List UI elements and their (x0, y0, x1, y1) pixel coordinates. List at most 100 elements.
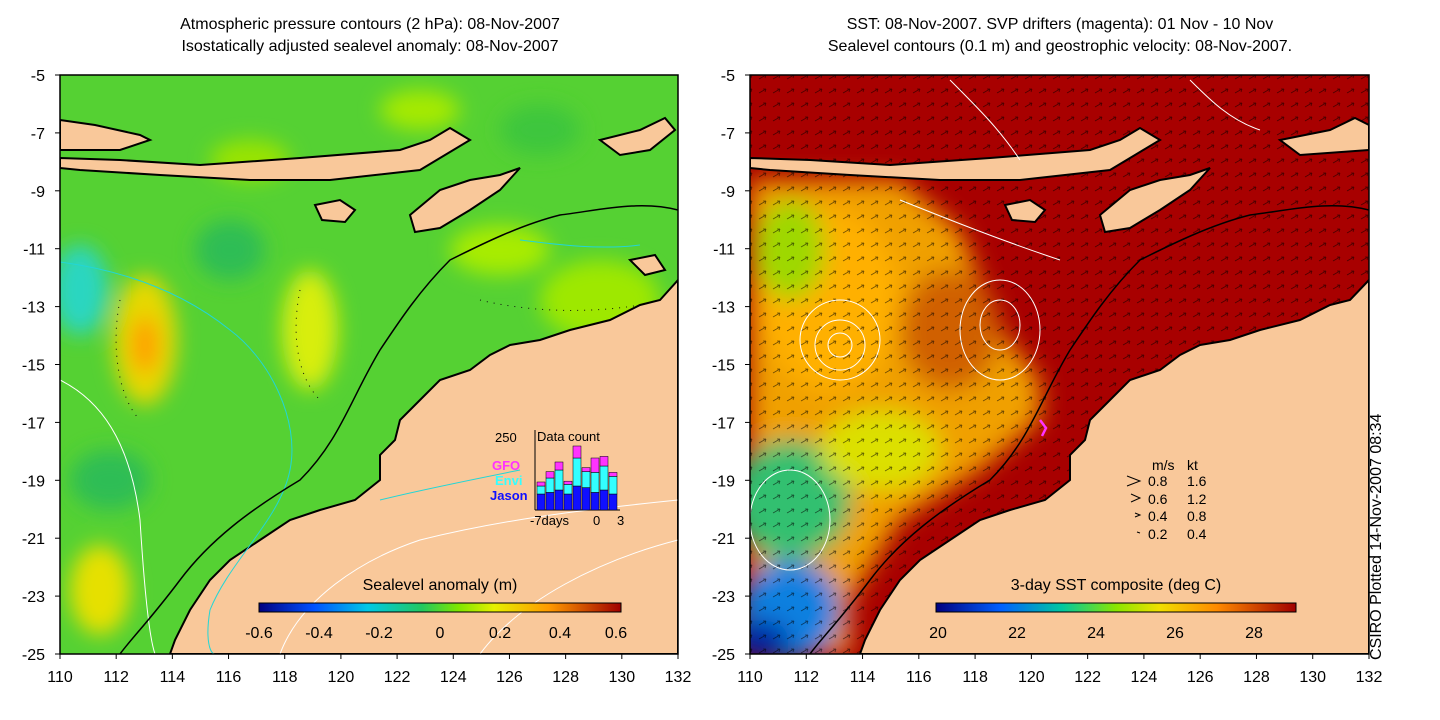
sla-anomaly-blobs (60, 90, 660, 635)
right-title-line1: SST: 08-Nov-2007. SVP drifters (magenta)… (846, 16, 1274, 33)
sla-colorbar (258, 602, 622, 613)
speed-ms: 0.2 (1148, 526, 1168, 542)
sla-colorbar-title: Sealevel anomaly (m) (363, 577, 518, 594)
y-tick-label: -19 (712, 473, 735, 490)
y-tick-label: -11 (23, 242, 45, 259)
speed-legend: m/s kt 0.8 1.6 0.6 1.2 0.4 0.8 0.2 0.4 (1126, 457, 1207, 542)
sst-colorbar-ticks: 20 22 24 26 28 (929, 625, 1263, 642)
sst-colorbar (935, 602, 1297, 613)
inset-bar-envi (545, 477, 555, 493)
x-tick-label: 124 (1131, 669, 1158, 686)
inset-bar-gfo (554, 461, 564, 471)
inset-bar-gfo (536, 481, 546, 487)
sla-zero-contours (60, 239, 641, 654)
inset-bar-envi (563, 484, 573, 495)
sst-map: m/s kt 0.8 1.6 0.6 1.2 0.4 0.8 0.2 0.4 3… (712, 68, 1383, 686)
x-tick-label: 116 (906, 669, 932, 686)
inset-bar-envi (536, 485, 546, 495)
inset-bar-jason (572, 485, 582, 511)
inset-bars (536, 445, 618, 511)
y-tick-label: -15 (22, 358, 45, 375)
y-tick-label: -9 (721, 184, 735, 201)
sst-colorbar-title: 3-day SST composite (deg C) (1011, 577, 1221, 594)
x-tick-label: 128 (1243, 669, 1270, 686)
inset-bar-jason (554, 489, 564, 511)
inset-bar-envi (608, 476, 618, 495)
left-title-line1: Atmospheric pressure contours (2 hPa): 0… (180, 16, 560, 33)
inset-bar-jason (590, 492, 600, 511)
inset-bar-gfo (599, 456, 609, 467)
inset-xlabel-zero: 0 (593, 513, 600, 528)
y-tick-label: -11 (713, 242, 735, 259)
plot-credit: CSIRO Plotted 14-Nov-2007 08:34 (1368, 413, 1385, 660)
sst-tick: 28 (1245, 625, 1263, 642)
inset-xlabel-end: 3 (617, 513, 624, 528)
y-tick-label: -15 (712, 358, 735, 375)
x-tick-label: 124 (440, 669, 467, 686)
sealevel-contours (750, 79, 1261, 571)
x-tick-label: 120 (328, 669, 355, 686)
y-tick-label: -21 (712, 531, 735, 548)
speed-kt: 1.6 (1187, 473, 1207, 489)
inset-bar-envi (590, 472, 600, 493)
speed-kt: 0.4 (1187, 526, 1207, 542)
x-tick-label: 114 (850, 669, 876, 686)
inset-bar-gfo (590, 457, 600, 473)
inset-bar-jason (563, 493, 573, 511)
left-axes: 110 112 114 116 118 120 122 124 126 128 130 132 -5 -7… (22, 68, 692, 686)
inset-bar-gfo (608, 472, 618, 477)
right-axes: 110 112 114 116 118 120 122 124 126 128 130 132 -5 -7… (712, 68, 1383, 686)
speed-legend-header-kt: kt (1187, 457, 1198, 473)
y-tick-label: -7 (31, 126, 45, 143)
inset-bar-gfo (572, 445, 582, 459)
left-map-title: Atmospheric pressure contours (2 hPa): 0… (60, 14, 680, 58)
x-tick-label: 128 (552, 669, 579, 686)
inset-bar-gfo (563, 480, 573, 485)
y-tick-label: -23 (712, 589, 735, 606)
speed-legend-header-ms: m/s (1152, 457, 1175, 473)
x-tick-label: 112 (794, 669, 820, 686)
inset-bar-jason (536, 493, 546, 511)
sealevel-anomaly-map: Sealevel anomaly (m) -0.6 -0.4 -0.2 0 0.… (22, 68, 692, 686)
y-tick-label: -13 (712, 300, 735, 317)
inset-bar-jason (608, 493, 618, 511)
speed-ms: 0.4 (1148, 508, 1168, 524)
y-tick-label: -17 (712, 415, 735, 432)
y-tick-label: -13 (22, 300, 45, 317)
y-tick-label: -25 (22, 647, 45, 664)
speed-ms: 0.8 (1148, 473, 1168, 489)
x-tick-label: 112 (103, 669, 129, 686)
sst-tick: 20 (929, 625, 947, 642)
inset-bar-envi (554, 469, 564, 491)
inset-bar-envi (599, 465, 609, 491)
inset-xlabel-start: -7days (530, 513, 570, 528)
x-tick-label: 126 (1187, 669, 1214, 686)
shelf-edge (119, 205, 678, 654)
x-tick-label: 130 (1299, 669, 1326, 686)
speed-kt: 0.8 (1187, 508, 1207, 524)
inset-title: Data count (537, 429, 600, 444)
y-tick-label: -23 (22, 589, 45, 606)
x-tick-label: 130 (608, 669, 635, 686)
inset-legend-envi: Envi (495, 473, 522, 488)
inset-bar-envi (581, 471, 591, 488)
x-tick-label: 118 (962, 669, 988, 686)
inset-ymax-label: 250 (495, 430, 517, 445)
x-tick-label: 122 (384, 669, 411, 686)
y-tick-label: -17 (22, 415, 45, 432)
inset-bar-jason (545, 492, 555, 511)
sla-tick: -0.4 (305, 625, 333, 642)
right-map-title: SST: 08-Nov-2007. SVP drifters (magenta)… (750, 14, 1370, 58)
inset-bar-gfo (545, 471, 555, 479)
inset-legend-jason: Jason (490, 488, 528, 503)
sla-tick: -0.6 (245, 625, 273, 642)
right-land (750, 116, 1369, 654)
x-tick-label: 122 (1074, 669, 1101, 686)
x-tick-label: 116 (216, 669, 242, 686)
speed-kt: 1.2 (1187, 491, 1207, 507)
inset-legend-gfo: GFO (492, 458, 520, 473)
inset-bar-gfo (581, 467, 591, 472)
sst-tick: 24 (1087, 625, 1105, 642)
sla-tick: 0.6 (605, 625, 627, 642)
y-tick-label: -19 (22, 473, 45, 490)
